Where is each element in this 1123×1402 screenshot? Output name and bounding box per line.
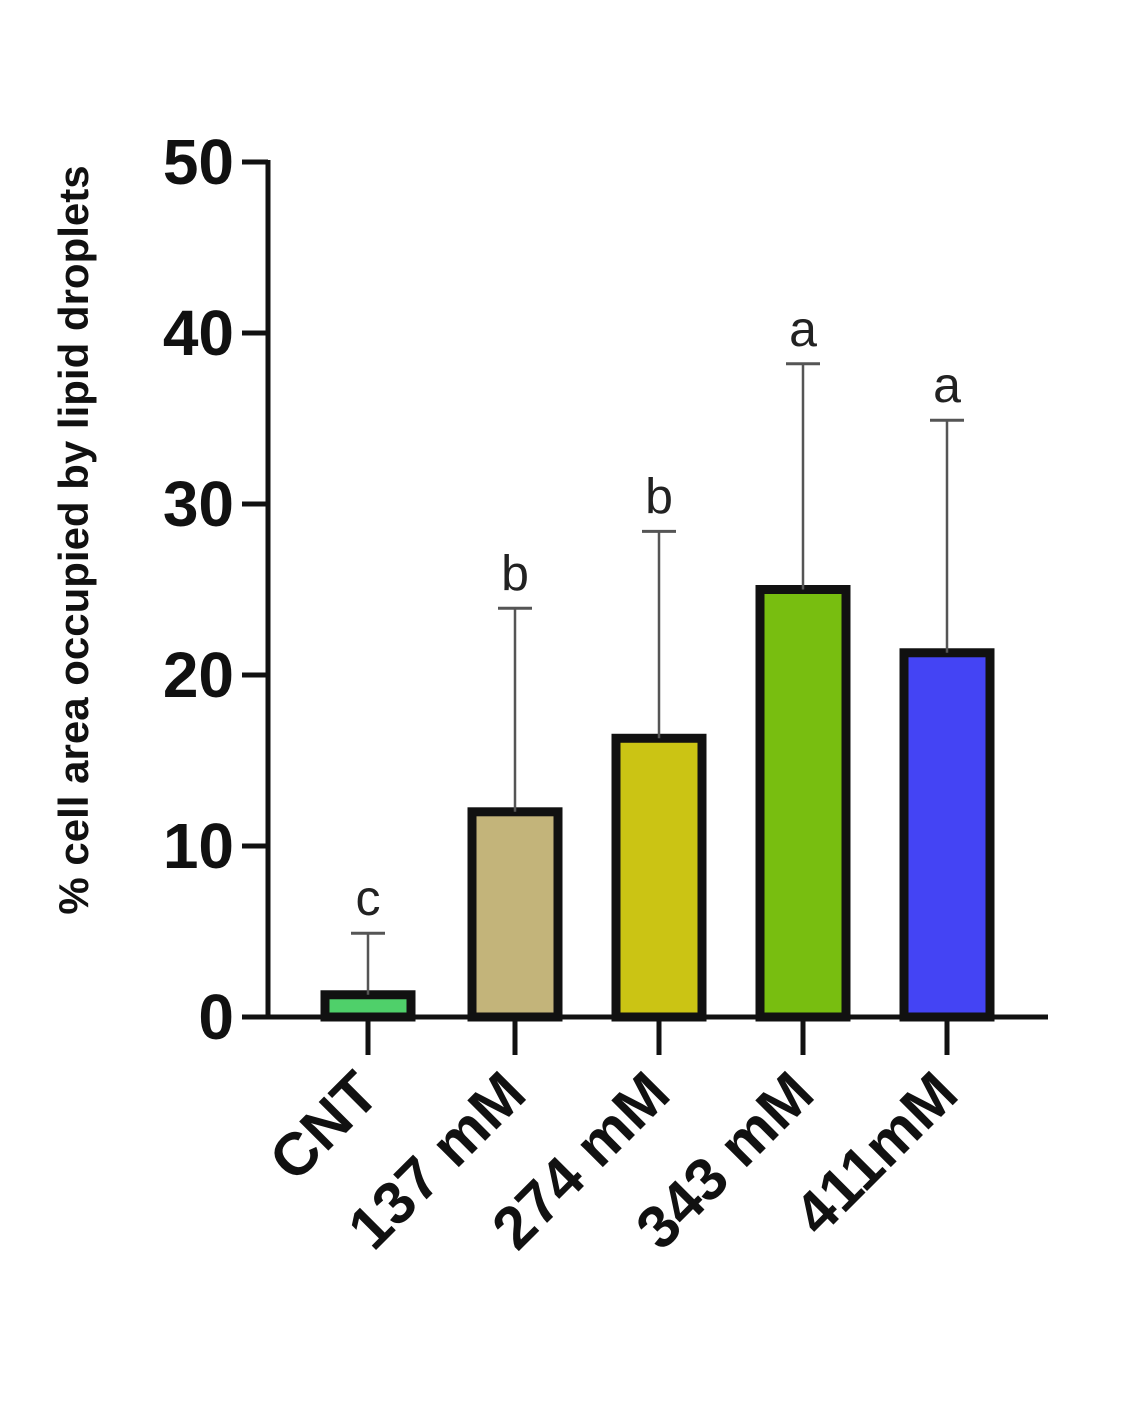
y-tick-label: 0 bbox=[198, 981, 234, 1053]
bar-3 bbox=[755, 585, 851, 1022]
bar-2 bbox=[611, 733, 707, 1022]
bar-0 bbox=[320, 990, 416, 1022]
error-bars bbox=[351, 362, 964, 995]
bar-1 bbox=[467, 807, 563, 1022]
significance-letter: b bbox=[645, 468, 673, 524]
y-tick-label: 40 bbox=[163, 297, 234, 369]
significance-letter: b bbox=[501, 545, 529, 601]
y-axis-ticks: 0 10 20 30 40 50 bbox=[163, 126, 268, 1053]
significance-letter: a bbox=[933, 357, 961, 413]
x-category-label: 411mM bbox=[781, 1059, 970, 1248]
bars bbox=[320, 585, 995, 1022]
y-tick-label: 30 bbox=[163, 468, 234, 540]
significance-letters: c b b a a bbox=[356, 301, 962, 926]
y-axis-title: % cell area occupied by lipid droplets bbox=[50, 165, 97, 914]
significance-letter: c bbox=[356, 870, 381, 926]
significance-letter: a bbox=[789, 301, 817, 357]
y-tick-label: 20 bbox=[163, 639, 234, 711]
bar-4 bbox=[899, 648, 995, 1022]
x-category-label: CNT bbox=[257, 1059, 392, 1194]
y-tick-label: 10 bbox=[163, 810, 234, 882]
y-tick-label: 50 bbox=[163, 126, 234, 198]
